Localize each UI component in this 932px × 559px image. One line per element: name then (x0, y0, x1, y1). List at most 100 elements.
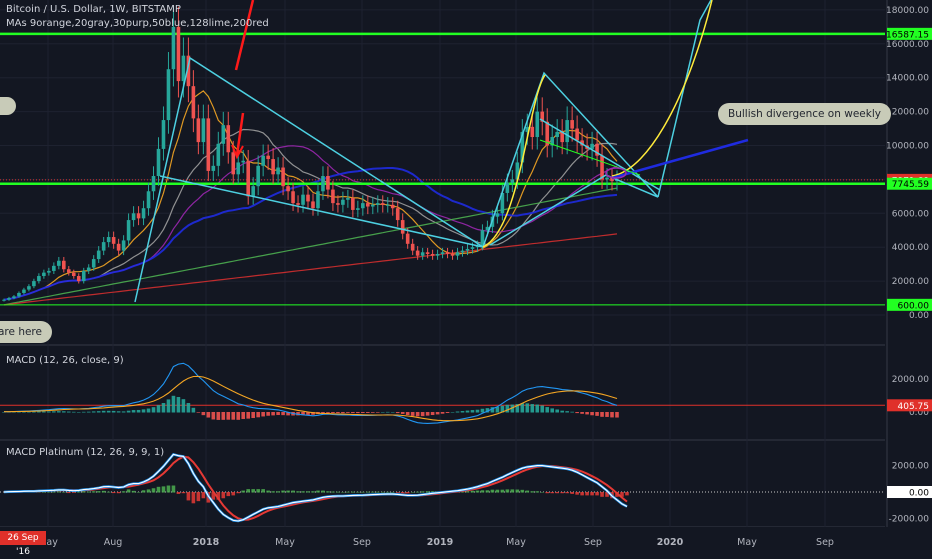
platinum-histogram-bar (196, 492, 201, 502)
candle-body (271, 159, 275, 175)
macd-histogram-bar (341, 412, 345, 414)
candle-body (370, 204, 375, 207)
macd-histogram-bar (475, 409, 480, 413)
platinum-histogram-bar (146, 489, 151, 493)
platinum-histogram-bar (131, 490, 136, 493)
macd-histogram-bar (47, 411, 51, 413)
platinum-histogram-bar (390, 492, 395, 493)
candle-body (610, 177, 614, 182)
macd-histogram-bar (201, 412, 206, 416)
platinum-line (3, 453, 628, 522)
macd-histogram-bar (71, 411, 76, 413)
candle-body (540, 111, 545, 122)
macd-histogram-bar (435, 412, 440, 415)
platinum-histogram-bar (575, 492, 579, 495)
candle-body (366, 203, 370, 207)
macd-histogram-bar (306, 412, 310, 415)
macd-histogram-bar (430, 412, 435, 416)
macd-signal-line (4, 375, 618, 422)
platinum-histogram-bar (166, 485, 171, 493)
candle-body (346, 198, 350, 200)
candle-body (57, 260, 61, 266)
macd-platinum-title: MACD Platinum (12, 26, 9, 9, 1) (6, 447, 165, 458)
highlight-circle (605, 167, 627, 179)
candle-body (176, 26, 181, 82)
platinum-histogram-bar (565, 492, 569, 494)
platinum-histogram-bar (510, 489, 515, 493)
macd-histogram-bar (550, 408, 555, 413)
platinum-histogram-bar (530, 491, 535, 493)
macd-histogram-bar (465, 410, 470, 413)
macd-histogram-bar (301, 412, 305, 416)
platinum-histogram-bar (420, 491, 425, 493)
macd-histogram-bar (22, 411, 26, 413)
candle-body (510, 179, 515, 183)
platinum-histogram-bar (495, 489, 500, 493)
macd-histogram-bar (176, 397, 181, 413)
bullish-divergence-callout[interactable]: Bullish divergence on weekly (718, 103, 891, 125)
platinum-histogram-bar (550, 492, 555, 494)
platinum-histogram-bar (385, 491, 390, 493)
price-tag-label: 7745.59 (892, 180, 929, 190)
are-here-callout[interactable]: are here (0, 321, 52, 343)
candle-body (565, 120, 569, 143)
candle-body (296, 203, 300, 205)
candle-body (171, 26, 176, 70)
platinum-histogram-bar (62, 492, 66, 493)
left-callout-cut[interactable] (0, 97, 16, 115)
macd-histogram-bar (17, 411, 21, 413)
candle-body (390, 204, 395, 209)
macd-histogram-bar (455, 411, 460, 413)
platinum-histogram-bar (291, 490, 295, 493)
platinum-histogram-bar (126, 489, 131, 493)
platinum-histogram-bar (525, 490, 530, 493)
price-tag-label: 600.00 (898, 301, 930, 311)
platinum-histogram-bar (221, 492, 226, 499)
candle-body (161, 120, 166, 149)
platinum-histogram-bar (57, 491, 61, 493)
macd-histogram-bar (37, 411, 41, 413)
macd-histogram-bar (485, 408, 490, 413)
macd-histogram-bar (191, 407, 196, 413)
candle-body (71, 272, 76, 277)
macd-histogram-bar (221, 412, 226, 420)
macd-platinum-tick-label: 2000.00 (892, 462, 929, 472)
macd-histogram-bar (375, 412, 380, 413)
platinum-histogram-bar (380, 491, 385, 493)
candle-body (455, 252, 460, 256)
candle-body (600, 155, 604, 180)
platinum-histogram-bar (361, 491, 365, 493)
platinum-histogram-bar (121, 491, 126, 493)
platinum-histogram-bar (151, 488, 156, 493)
price-tag-bg (887, 27, 932, 40)
macd-histogram-bar (490, 407, 495, 413)
candle-body (236, 162, 241, 175)
candle-body (151, 176, 156, 192)
candle-body (62, 260, 66, 270)
candle-body (505, 182, 510, 193)
platinum-histogram-bar (276, 491, 280, 493)
candle-body (351, 198, 355, 210)
platinum-histogram-bar (52, 491, 56, 493)
platinum-histogram-bar (81, 491, 86, 493)
macd-histogram-bar (425, 412, 430, 416)
macd-histogram-bar (405, 412, 410, 416)
candle-body (375, 203, 380, 205)
macd-histogram-bar (460, 411, 465, 413)
price-tick-label: 6000.00 (892, 209, 929, 219)
platinum-histogram-bar (356, 491, 360, 493)
candle-body (545, 121, 550, 146)
candle-body (395, 208, 400, 221)
platinum-histogram-bar (211, 492, 216, 500)
price-tick-label: 4000.00 (892, 243, 929, 253)
macd-histogram-bar (520, 403, 525, 413)
macd-histogram-bar (515, 404, 520, 413)
macd-histogram-bar (356, 412, 360, 414)
candle-body (326, 176, 330, 190)
macd-histogram-bar (42, 411, 46, 413)
platinum-histogram-bar (42, 491, 46, 493)
ma-line-200red (3, 233, 618, 306)
macd-histogram-bar (510, 404, 515, 413)
ma-line-128lime (3, 187, 618, 306)
macd-line (4, 362, 618, 424)
